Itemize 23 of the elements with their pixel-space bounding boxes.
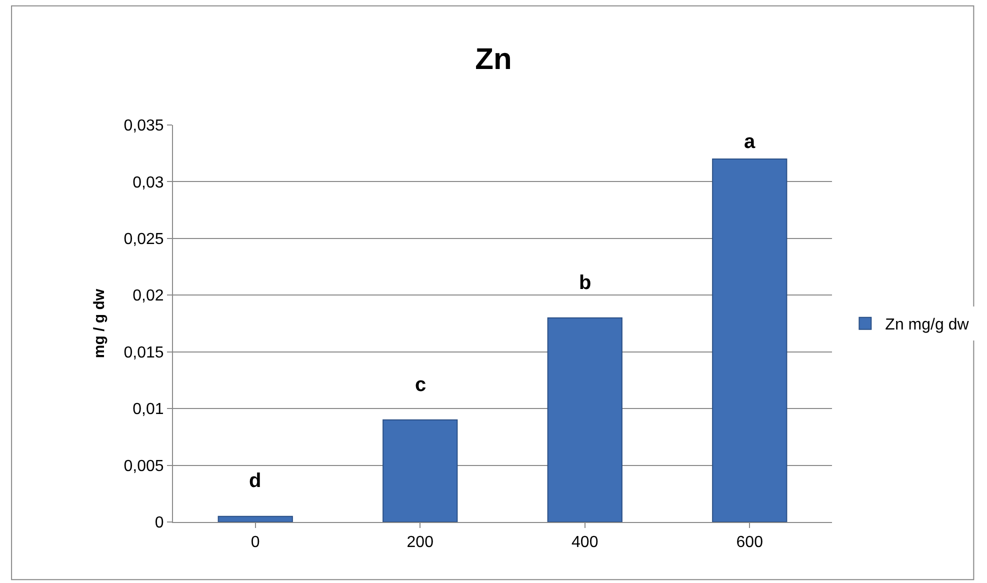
y-tick-label: 0,005 <box>124 458 164 475</box>
annotation: b <box>579 272 592 294</box>
bar <box>547 317 622 522</box>
annotation: c <box>415 374 426 396</box>
chart-title: Zn <box>475 42 512 76</box>
y-tick-label: 0,015 <box>124 344 164 362</box>
bar <box>382 419 458 522</box>
y-tick-label: 0 <box>154 514 164 532</box>
x-tick-label: 200 <box>406 534 434 552</box>
y-tick-label: 0,01 <box>132 401 164 418</box>
y-tick-label: 0,03 <box>132 174 164 192</box>
y-tick-label: 0,025 <box>124 231 164 248</box>
x-tick-label: 400 <box>572 534 598 552</box>
legend-label: Zn mg/g dw <box>885 316 970 334</box>
annotation: d <box>249 470 262 492</box>
y-axis-title: mg / g dw <box>91 288 108 358</box>
x-tick-label: 600 <box>736 534 764 552</box>
x-tick-label: 0 <box>250 534 260 552</box>
annotation: a <box>744 131 756 153</box>
y-tick-label: 0,035 <box>124 118 164 135</box>
y-tick-label: 0,02 <box>132 288 164 305</box>
bar <box>218 516 293 522</box>
bar <box>712 158 788 522</box>
